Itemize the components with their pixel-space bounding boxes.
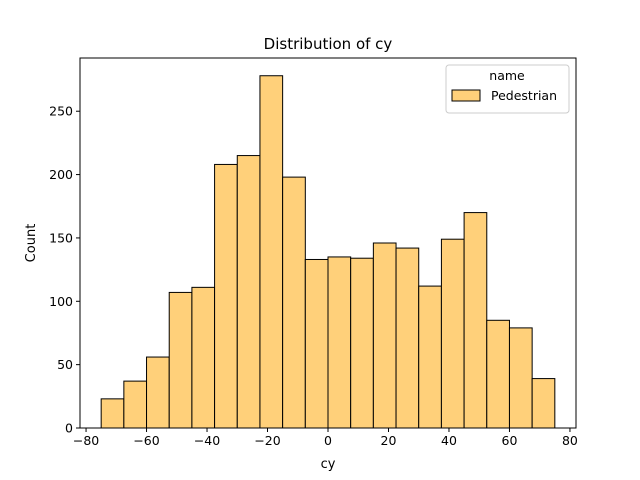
histogram-bar-16 xyxy=(463,212,488,429)
histogram-bar-10 xyxy=(327,256,352,429)
histogram-bar-15 xyxy=(440,238,465,429)
y-tick-label: 250 xyxy=(49,104,73,119)
histogram-bar-18 xyxy=(508,327,533,429)
y-tick-label: 100 xyxy=(49,294,73,309)
histogram-bar-19 xyxy=(531,378,556,429)
x-tick-label: 0 xyxy=(324,433,332,448)
histogram-bar-11 xyxy=(350,257,374,429)
y-axis: 0 50 100 150 200 250 xyxy=(49,104,80,436)
histogram-bar-8 xyxy=(282,176,306,429)
legend-swatch-pedestrian xyxy=(451,89,481,102)
y-tick-label: 0 xyxy=(65,421,73,436)
y-tick-label: 50 xyxy=(57,357,73,372)
y-axis-label: Count xyxy=(24,224,39,263)
histogram-bar-4 xyxy=(191,286,216,429)
histogram-bar-6 xyxy=(236,155,261,429)
histogram-bar-13 xyxy=(395,247,420,429)
x-tick-label: 60 xyxy=(502,433,518,448)
legend-title: name xyxy=(489,68,525,83)
histogram-bar-12 xyxy=(372,242,397,429)
histogram-bar-1 xyxy=(123,380,148,429)
histogram-bar-9 xyxy=(304,258,329,429)
chart-title: Distribution of cy xyxy=(264,35,393,53)
x-axis-label: cy xyxy=(321,457,336,472)
legend-label-pedestrian: Pedestrian xyxy=(491,88,557,103)
histogram-bar-0 xyxy=(100,398,125,429)
histogram-bar-3 xyxy=(168,291,193,429)
x-tick-label: −80 xyxy=(73,433,99,448)
y-tick-label: 150 xyxy=(49,230,73,245)
x-axis: −80 −60 −40 −20 0 20 40 60 80 xyxy=(73,428,578,448)
x-tick-label: −20 xyxy=(254,433,280,448)
y-tick-label: 200 xyxy=(49,167,73,182)
x-tick-label: −40 xyxy=(194,433,220,448)
legend: name Pedestrian xyxy=(445,64,570,114)
x-tick-label: 80 xyxy=(562,433,578,448)
histogram-bars xyxy=(100,75,556,429)
x-tick-label: 20 xyxy=(381,433,397,448)
x-tick-label: 40 xyxy=(441,433,457,448)
histogram-bar-17 xyxy=(486,319,510,429)
histogram-bar-7 xyxy=(259,75,284,429)
x-tick-label: −60 xyxy=(133,433,159,448)
histogram-bar-14 xyxy=(418,285,442,429)
histogram-bar-2 xyxy=(146,356,170,429)
histogram-bar-5 xyxy=(214,163,238,429)
